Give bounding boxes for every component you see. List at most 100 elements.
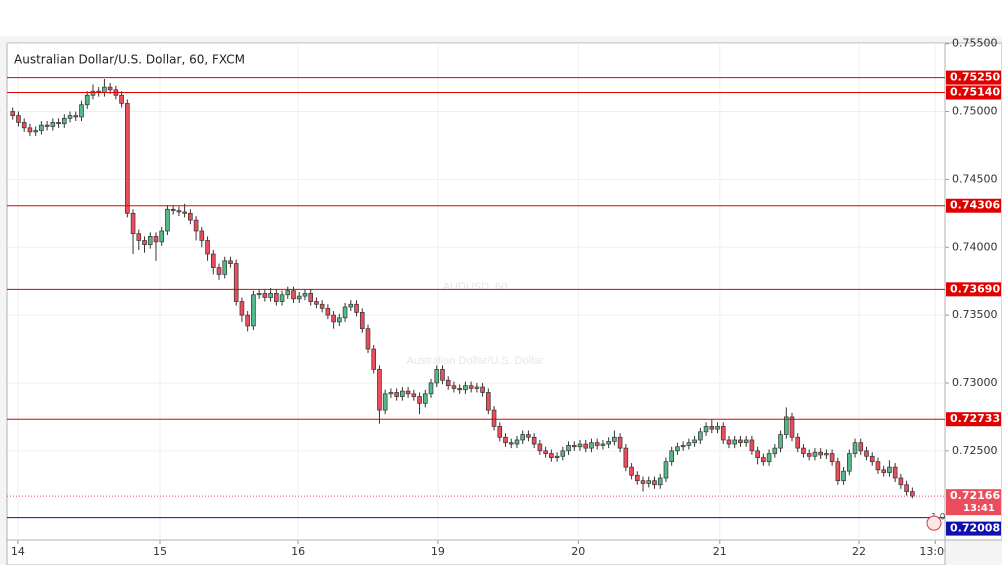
candle-body [755,450,760,458]
scale-button[interactable] [926,515,942,531]
candle-body [56,122,61,125]
candle-body [451,385,457,389]
candle-body [778,434,783,449]
candle-body [646,480,652,484]
candle-body [405,390,411,395]
candle-body [262,293,268,298]
candle-body [382,393,388,411]
candle-body [222,260,228,275]
countdown: 13:41 [963,503,995,514]
candle-body [749,439,755,452]
candle-body [136,233,142,241]
candle-body [182,211,187,214]
candle-body [33,130,38,133]
candle-body [216,267,222,275]
candle-body [766,453,772,463]
candle-body [772,447,778,454]
candle-body [142,240,147,245]
watermark: AUDUSD, 60 [443,281,508,293]
candle-body [468,385,474,389]
candle-body [314,301,319,305]
candle-body [268,293,273,298]
candle-body [73,115,79,118]
candle-body [176,210,182,213]
plot-layer [7,43,945,540]
level-label-bg [946,85,1001,100]
candle-body [514,439,520,445]
y-tick-label: 0.73000 [952,376,998,389]
candle-body [165,208,170,232]
candle-body [228,260,233,264]
candle-body [491,409,497,427]
candle-body [486,392,491,411]
x-tick-label: 22 [852,545,866,558]
candle-body [709,426,715,430]
candle-body [635,474,640,482]
candle-body [359,312,365,330]
candle-body [869,455,875,463]
candle-body [789,416,795,438]
candle-body [892,466,898,479]
candle-body [858,442,864,452]
level-label-bg [946,282,1001,297]
candle-body [583,443,589,449]
level-label: 0.75140 [950,86,1000,99]
candle-body [285,290,291,296]
candle-body [571,445,577,448]
x-tick-label: 13:00 [919,545,951,558]
candle-body [428,382,434,395]
candle-body [170,208,176,211]
candle-body [824,453,829,456]
candle-body [537,443,543,452]
candle-body [577,443,583,448]
candle-body [806,453,812,457]
x-tick-label: 21 [713,545,727,558]
candle-body [279,294,285,302]
candle-body [50,122,56,127]
candle-body [245,314,250,327]
candle-body [835,461,841,482]
candle-body [119,94,124,104]
candle-body [331,314,336,323]
candle-body [761,457,766,463]
x-tick-label: 15 [153,545,167,558]
candle-body [629,466,634,476]
candle-body [377,369,382,411]
candle-body [680,445,686,448]
candle-body [16,115,21,123]
candle-body [657,477,663,486]
candle-body [239,301,245,316]
candle-body [199,230,205,241]
candle-body [692,439,697,444]
candle-body [686,442,692,446]
candle-body [852,442,858,454]
candle-body [497,426,503,438]
candle-body [147,236,153,245]
level-label: 0.72733 [950,412,1000,425]
y-axis-layer: 0.75500 0.75000 0.74500 0.74000 0.73500 0.730… [926,37,1001,536]
level-label: 0.74306 [950,199,1000,212]
candle-body [440,369,445,381]
candle-body [348,303,354,308]
level-label: 0.73690 [950,282,1000,295]
candle-body [445,379,451,387]
candle-body [411,393,417,397]
candle-body [79,104,84,118]
candle-body [617,436,623,449]
x-axis-layer: 14 15 16 19 20 21 22 13:00 [11,540,951,558]
candle-body [90,90,96,96]
candle-body [543,450,548,454]
candle-body [675,446,680,452]
candle-body [210,253,216,268]
candle-body [795,436,801,449]
y-tick-label: 0.74000 [952,240,998,253]
candle-body [251,294,256,327]
last-price-label: 0.72166 [950,489,1000,502]
candle-body [342,306,348,319]
candle-body [319,303,325,309]
candle-body [520,434,525,441]
candle-body [159,230,165,243]
candle-body [904,484,909,492]
